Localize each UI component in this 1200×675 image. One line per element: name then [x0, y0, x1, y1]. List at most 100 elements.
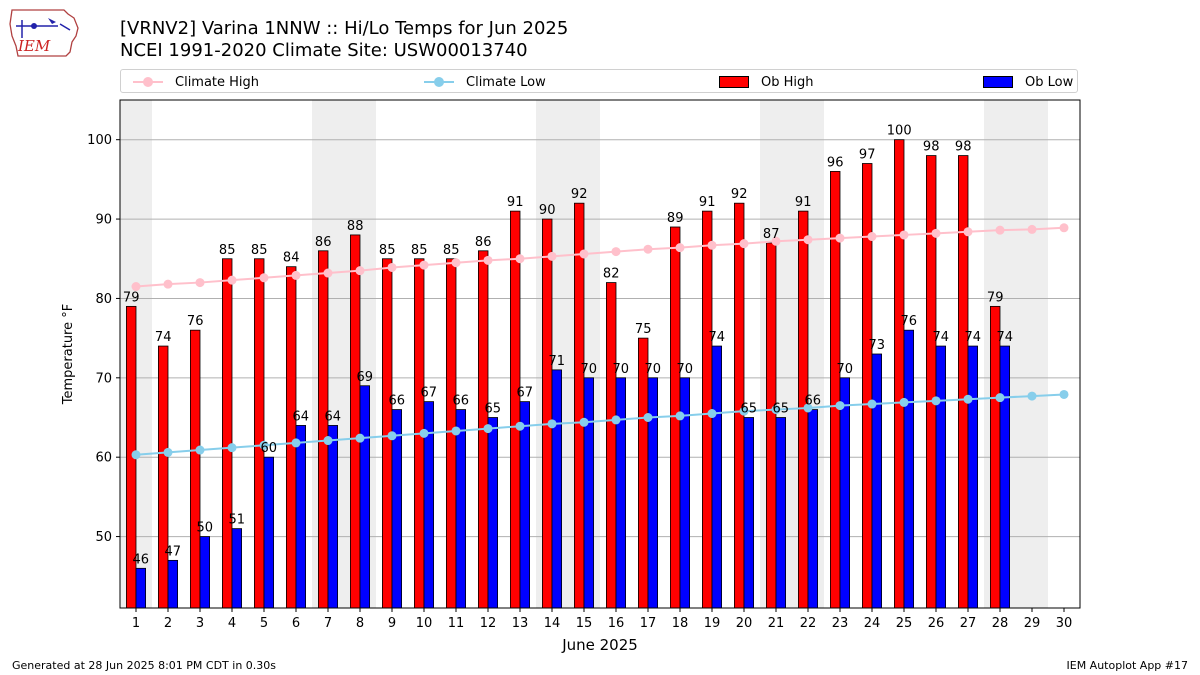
climate-high-point — [899, 230, 909, 240]
ob-low-bar — [583, 377, 595, 609]
ob-high-label: 87 — [763, 227, 780, 242]
ob-high-label: 89 — [667, 211, 684, 226]
climate-high-point — [451, 258, 461, 268]
x-tick-label: 7 — [324, 616, 332, 631]
legend-item-ob-high: Ob High — [719, 70, 814, 94]
x-tick-label: 15 — [576, 616, 593, 631]
ob-low-label: 47 — [165, 544, 182, 559]
x-tick-label: 27 — [960, 616, 977, 631]
ob-low-bar — [455, 409, 467, 609]
x-tick-label: 1 — [132, 616, 140, 631]
climate-high-point — [995, 225, 1005, 235]
ob-low-label: 65 — [773, 402, 790, 417]
climate-high-point — [675, 243, 685, 253]
ob-low-bar — [807, 409, 819, 609]
x-tick-label: 17 — [640, 616, 657, 631]
ob-high-bar — [958, 155, 969, 609]
ob-high-bar — [894, 139, 905, 609]
chart-subtitle: NCEI 1991-2020 Climate Site: USW00013740 — [120, 40, 528, 61]
x-tick-label: 10 — [416, 616, 433, 631]
ob-high-label: 92 — [571, 187, 588, 202]
x-tick-label: 26 — [928, 616, 945, 631]
climate-high-point — [1059, 223, 1069, 233]
legend-label: Ob High — [761, 74, 814, 90]
climate-low-point — [931, 396, 941, 406]
ob-low-label: 70 — [613, 362, 630, 377]
climate-high-point — [579, 249, 589, 259]
ob-low-label: 67 — [517, 386, 534, 401]
logo-text: IEM — [17, 37, 51, 55]
ob-low-label: 60 — [261, 441, 278, 456]
x-tick-label: 14 — [544, 616, 561, 631]
climate-low-point — [707, 409, 717, 419]
ob-high-label: 91 — [795, 195, 812, 210]
climate-high-point — [227, 275, 237, 285]
y-tick-label: 100 — [87, 133, 112, 148]
ob-high-label: 88 — [347, 219, 364, 234]
station-icon — [16, 18, 71, 38]
ob-high-label: 74 — [155, 330, 172, 345]
x-tick-label: 16 — [608, 616, 625, 631]
ob-high-bar — [606, 282, 617, 609]
climate-low-point — [835, 401, 845, 411]
iem-logo: IEM — [9, 9, 79, 57]
climate-low-point — [195, 445, 205, 455]
x-tick-label: 4 — [228, 616, 236, 631]
ob-low-label: 70 — [837, 362, 854, 377]
ob-high-label: 98 — [955, 140, 972, 155]
ob-high-bar — [189, 329, 201, 609]
climate-high-point — [547, 251, 557, 261]
climate-low-point — [579, 417, 589, 427]
ob-high-label: 98 — [923, 140, 940, 155]
ob-high-label: 97 — [859, 148, 876, 163]
ob-high-label: 86 — [315, 235, 332, 250]
ob-high-label: 90 — [539, 203, 556, 218]
ob-high-bar — [509, 210, 521, 609]
y-tick-label: 80 — [95, 292, 112, 307]
ob-high-label: 85 — [443, 243, 460, 258]
climate-high-point — [195, 278, 205, 288]
climate-high-point — [643, 244, 653, 254]
x-tick-label: 20 — [736, 616, 753, 631]
ob-low-label: 70 — [581, 362, 598, 377]
ob-high-swatch — [719, 70, 749, 94]
ob-low-label: 66 — [805, 394, 822, 409]
ob-low-bar — [903, 329, 915, 609]
climate-high-point — [931, 228, 941, 238]
ob-low-bar — [967, 345, 979, 609]
ob-high-bar — [157, 345, 169, 609]
climate-high-point — [483, 255, 493, 265]
x-tick-label: 28 — [992, 616, 1009, 631]
ob-high-bar — [926, 155, 937, 609]
ob-low-bar — [711, 345, 723, 609]
climate-low-point — [1027, 391, 1037, 401]
climate-low-point — [515, 421, 525, 431]
climate-high-point — [387, 262, 397, 272]
ob-high-label: 76 — [187, 314, 204, 329]
ob-low-label: 64 — [293, 409, 310, 424]
ob-high-bar — [317, 250, 329, 609]
legend-item-climate-low: Climate Low — [424, 70, 546, 94]
ob-low-label: 64 — [325, 409, 342, 424]
ob-low-bar — [231, 528, 243, 609]
ob-low-bar — [487, 417, 499, 609]
climate-low-point — [867, 399, 877, 409]
x-tick-label: 8 — [356, 616, 364, 631]
y-tick-label: 50 — [95, 530, 112, 545]
x-tick-label: 12 — [480, 616, 497, 631]
climate-high-point — [131, 282, 141, 292]
legend-label: Ob Low — [1025, 74, 1074, 90]
ob-low-bar — [871, 353, 883, 609]
ob-high-label: 91 — [507, 195, 524, 210]
ob-high-label: 92 — [731, 187, 748, 202]
climate-low-point — [995, 393, 1005, 403]
x-tick-label: 30 — [1056, 616, 1073, 631]
ob-low-bar — [551, 369, 563, 609]
climate-high-point — [867, 232, 877, 242]
legend-item-ob-low: Ob Low — [983, 70, 1073, 94]
ob-low-bar — [615, 377, 627, 609]
ob-high-bar — [542, 218, 553, 609]
climate-high-point — [963, 227, 973, 237]
ob-high-label: 86 — [475, 235, 492, 250]
climate-low-point — [739, 406, 749, 416]
